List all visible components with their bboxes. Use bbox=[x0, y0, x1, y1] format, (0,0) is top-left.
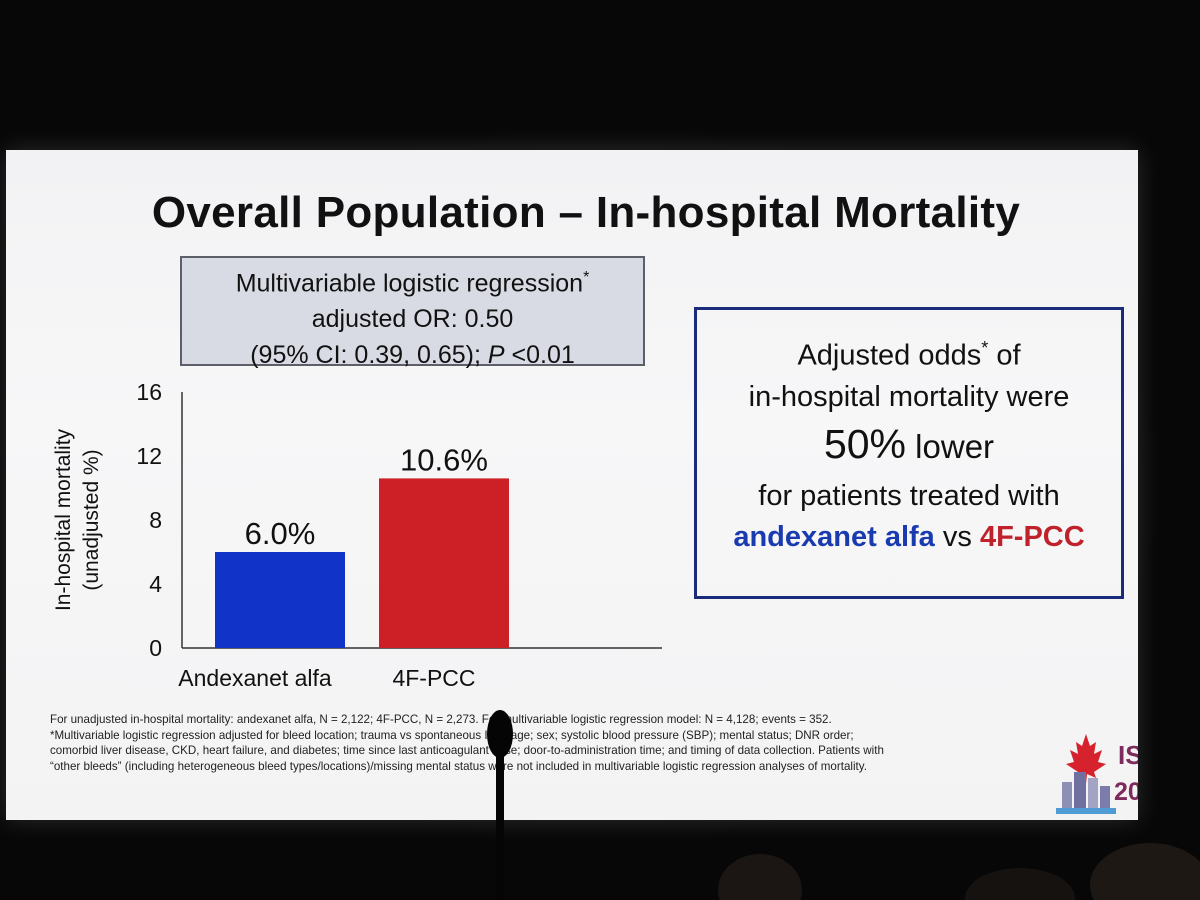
y-tick-label: 8 bbox=[149, 507, 162, 533]
logo-text: ISth bbox=[1118, 740, 1138, 770]
callout-line-2: in-hospital mortality were bbox=[748, 380, 1070, 413]
regression-box: Multivariable logistic regression* adjus… bbox=[180, 256, 645, 369]
bar-4f-pcc bbox=[379, 478, 509, 648]
regression-line-1: Multivariable logistic regression* bbox=[235, 269, 590, 298]
y-tick-label: 12 bbox=[136, 443, 162, 469]
callout-line-5: andexanet alfa vs 4F-PCC bbox=[733, 520, 1085, 553]
callout-box: Adjusted odds* of in-hospital mortality … bbox=[694, 307, 1124, 599]
isth-2023-logo: ISth 2023 bbox=[1056, 734, 1138, 814]
x-category-label: 4F-PCC bbox=[392, 665, 475, 691]
callout-big-value: 50% bbox=[823, 420, 907, 467]
data-label: 6.0% bbox=[245, 516, 316, 551]
y-tick-label: 16 bbox=[136, 379, 162, 405]
city-skyline-icon bbox=[1056, 772, 1116, 814]
maple-leaf-icon bbox=[1066, 734, 1106, 784]
y-axis-label: In-hospital mortality bbox=[52, 428, 75, 611]
footnote-line: comorbid liver disease, CKD, heart failu… bbox=[50, 744, 884, 757]
bar-chart: In-hospital mortality (unadjusted %) 0 4 8 12… bbox=[52, 379, 662, 691]
footnote-line: *Multivariable logistic regression adjus… bbox=[50, 728, 854, 742]
data-label: 10.6% bbox=[400, 442, 488, 477]
slide-title: Overall Population – In-hospital Mortali… bbox=[151, 188, 1021, 237]
callout-drug-andexanet: andexanet alfa bbox=[733, 520, 935, 553]
regression-line-3: (95% CI: 0.39, 0.65); P <0.01 bbox=[250, 341, 575, 370]
callout-line-4: for patients treated with bbox=[758, 479, 1060, 512]
bar-andexanet bbox=[215, 552, 345, 648]
y-tick-label: 4 bbox=[149, 571, 162, 597]
presentation-slide: Overall Population – In-hospital Mortali… bbox=[6, 150, 1138, 820]
callout-drug-pcc: 4F-PCC bbox=[979, 520, 1085, 553]
footnotes: For unadjusted in-hospital mortality: an… bbox=[50, 712, 1050, 774]
y-tick-label: 0 bbox=[149, 635, 162, 661]
regression-line-2: adjusted OR: 0.50 bbox=[311, 305, 514, 334]
footnote-line: For unadjusted in-hospital mortality: an… bbox=[50, 713, 832, 726]
logo-year: 2023 bbox=[1114, 778, 1138, 806]
callout-line-1: Adjusted odds* of bbox=[797, 338, 1021, 372]
audience-heads bbox=[718, 843, 1200, 900]
callout-line-3: 50% lower bbox=[823, 420, 995, 467]
x-category-label: Andexanet alfa bbox=[178, 665, 332, 691]
y-axis-label: (unadjusted %) bbox=[80, 449, 103, 590]
footnote-line: “other bleeds” (including heterogeneous … bbox=[50, 759, 867, 773]
microphone-silhouette bbox=[487, 710, 513, 900]
